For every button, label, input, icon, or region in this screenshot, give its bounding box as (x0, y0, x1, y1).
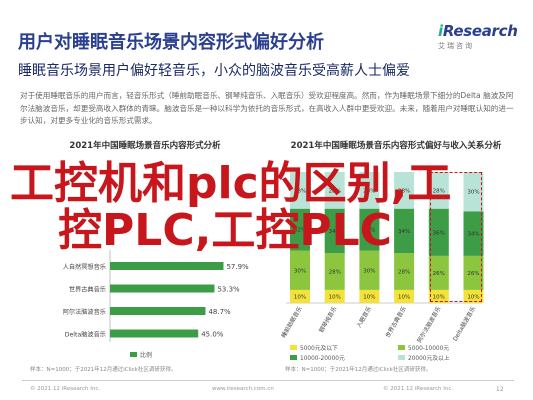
right-category-label: 入眠音乐 (355, 305, 374, 329)
right-category-label: 世界古典音乐 (384, 305, 408, 339)
left-bar (110, 329, 199, 338)
right-segment-label: 34% (467, 232, 479, 238)
right-bar-segment (394, 172, 415, 209)
right-bar-segment (324, 253, 345, 290)
right-bar-segment (324, 208, 345, 254)
right-segment-label: 30% (294, 268, 306, 274)
right-segment-label: 26% (467, 271, 479, 277)
left-category-label: Delta脑波音乐 (65, 331, 106, 339)
right-segment-label: 32% (294, 228, 306, 234)
right-bar-segment (290, 172, 310, 209)
brand-logo-wordmark: iResearch (438, 22, 518, 40)
right-bar-segment (324, 289, 345, 303)
right-bar-segment (463, 289, 484, 303)
footer-website[interactable]: www.iresearch.com.cn (212, 386, 274, 392)
right-bar-segment (463, 172, 484, 212)
left-legend-swatch (130, 352, 137, 357)
left-value-label: 48.7% (208, 308, 231, 316)
right-bar-segment (359, 208, 380, 251)
right-segment-label: 28% (329, 188, 341, 194)
right-bar-segment (290, 289, 310, 303)
overlay-line-1: 工控机和plc的区别,工 (10, 158, 452, 209)
right-legend-swatch (290, 355, 297, 360)
right-segment-label: 32% (363, 228, 375, 234)
right-segment-label: 28% (398, 270, 410, 276)
right-bar-segment (290, 208, 310, 251)
right-segment-label: 10% (398, 294, 410, 300)
left-bar (110, 284, 215, 293)
right-legend-label: 5000-10000元 (408, 345, 449, 352)
left-bar (110, 307, 206, 315)
left-value-label: 45.0% (201, 331, 224, 339)
left-category-label: 阿尔法脑波音乐 (63, 308, 106, 316)
left-legend-label: 比例 (140, 351, 152, 359)
right-bar-segment (290, 250, 310, 290)
left-bar (110, 262, 224, 270)
footer-copyright-2: © 2021.12 iResearch Inc. (383, 386, 454, 392)
right-segment-label: 28% (363, 188, 375, 194)
right-bar-segment (463, 211, 484, 256)
right-bar-segment (359, 289, 380, 303)
right-category-label: 钢琴纯音乐 (317, 305, 339, 334)
right-legend-swatch (398, 355, 405, 360)
right-category-label: 睡前助眠音乐 (279, 305, 303, 339)
left-category-label: 世界古典音乐 (69, 286, 106, 294)
left-category-label: 人自然冥想音乐 (63, 263, 106, 271)
right-segment-label: 28% (294, 188, 306, 194)
right-bar-segment (359, 172, 380, 209)
brand-logo: iResearch 艾瑞咨询 (438, 22, 518, 51)
page-subtitle: 睡眠音乐场景用户偏好轻音乐，小众的脑波音乐受高薪人士偏爱 (18, 63, 410, 79)
right-segment-label: 28% (329, 270, 341, 276)
right-legend-label: 5000元及以下 (300, 345, 338, 352)
highlight-frame (430, 172, 482, 302)
right-segment-label: 28% (433, 188, 445, 194)
right-segment-label: 30% (363, 268, 375, 274)
left-chart-note: 样本：N=1000；于2021年12月通过iClick社区调研获得。 (30, 367, 177, 373)
left-chart-title: 2021年中国睡眠场景音乐内容形式分析 (69, 141, 221, 151)
right-bar-segment (394, 208, 415, 254)
brand-logo-subtext: 艾瑞咨询 (438, 42, 474, 50)
right-bar-segment (428, 255, 449, 290)
page-description: 对于使用睡眠音乐的用户而言，轻音乐形式（睡前助眠音乐、钢琴纯音乐、入眠音乐）受欢… (20, 91, 514, 125)
right-bar-segment (359, 250, 380, 290)
right-bar-segment (394, 253, 415, 290)
right-category-label: Delta脑波音乐 (451, 305, 477, 343)
right-legend-swatch (290, 345, 297, 350)
right-segment-label: 36% (433, 230, 445, 236)
right-bar-segment (463, 255, 484, 290)
right-segment-label: 10% (363, 294, 375, 300)
overlay-line-2: 控PLC,工控PLC (58, 205, 392, 256)
right-segment-label: 10% (467, 294, 479, 300)
right-segment-label: 28% (398, 188, 410, 194)
left-value-label: 57.9% (226, 263, 249, 271)
right-segment-label: 10% (329, 294, 341, 300)
right-bar-segment (428, 172, 449, 209)
right-bar-segment (428, 208, 449, 256)
right-segment-label: 26% (433, 271, 445, 277)
right-segment-label: 30% (467, 190, 479, 196)
right-category-label: 阿尔法脑波音乐 (415, 305, 442, 344)
left-value-label: 53.3% (217, 286, 240, 294)
right-chart-title: 2021年中国睡眠场景音乐内容形式偏好与收入关系分析 (290, 141, 502, 151)
right-segment-label: 34% (329, 229, 341, 235)
right-bar-segment (394, 289, 415, 303)
overlay-watermark-text: 工控机和plc的区别,工 控PLC,工控PLC (10, 158, 452, 256)
right-segment-label: 10% (294, 294, 306, 300)
footer-copyright: © 2021.12 iResearch Inc. (30, 386, 101, 392)
page-title: 用户对睡眠音乐场景内容形式偏好分析 (18, 32, 324, 53)
right-bar-segment (324, 172, 345, 209)
right-segment-label: 34% (398, 229, 410, 235)
footer-divider (22, 380, 514, 381)
page-number: 12 (496, 386, 504, 393)
right-chart-note: 样本：N=1000；于2021年12月通过iClick社区调研获得。 (285, 367, 432, 373)
right-legend-label: 10000-20000元 (300, 355, 345, 362)
right-legend-label: 20000元及以上 (408, 354, 450, 362)
right-segment-label: 10% (433, 294, 445, 300)
right-legend-swatch (398, 345, 405, 350)
right-bar-segment (428, 289, 449, 303)
